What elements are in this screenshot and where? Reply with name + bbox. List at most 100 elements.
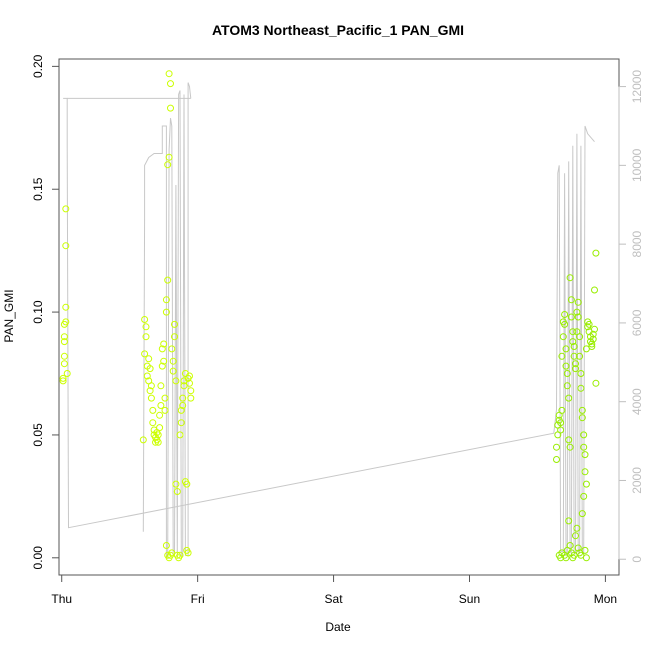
- data-point: [139, 436, 147, 444]
- data-point: [59, 377, 67, 385]
- x-tick-label: Mon: [594, 592, 617, 606]
- data-point: [566, 443, 574, 451]
- y2-tick-label: 0: [630, 556, 644, 563]
- y-axis-label: PAN_GMI: [2, 289, 16, 342]
- data-point: [146, 387, 154, 395]
- data-point: [580, 443, 588, 451]
- data-point: [569, 328, 577, 336]
- data-point: [591, 325, 598, 333]
- points-layer: [59, 70, 600, 562]
- data-point: [577, 384, 585, 392]
- data-point: [567, 313, 575, 321]
- data-point: [142, 323, 150, 331]
- data-point: [162, 542, 170, 549]
- data-point: [573, 524, 581, 532]
- data-point: [62, 303, 70, 311]
- data-point: [141, 350, 149, 358]
- data-point: [142, 333, 150, 341]
- data-point: [165, 70, 173, 78]
- data-point: [177, 419, 185, 427]
- data-point: [173, 488, 181, 495]
- data-point: [573, 308, 581, 316]
- data-point: [553, 456, 560, 463]
- data-point: [167, 104, 174, 112]
- data-point: [162, 308, 170, 316]
- data-point: [149, 419, 157, 427]
- x-tick-label: Fri: [191, 592, 205, 606]
- data-point: [156, 424, 164, 432]
- data-point: [161, 394, 169, 402]
- data-point: [62, 318, 70, 326]
- data-point: [572, 365, 579, 373]
- data-point: [183, 480, 191, 488]
- data-point: [591, 286, 598, 294]
- x-tick-label: Sat: [325, 592, 344, 606]
- data-point: [60, 333, 68, 341]
- y-tick-label: 0.15: [31, 177, 45, 201]
- data-point: [576, 352, 584, 360]
- data-point: [154, 438, 162, 446]
- data-point: [581, 451, 589, 459]
- data-point: [141, 316, 149, 323]
- altitude-line-layer: [63, 82, 595, 558]
- data-point: [578, 510, 586, 518]
- y2-tick-label: 8000: [630, 230, 644, 257]
- altitude-line-1: [63, 97, 595, 556]
- data-point: [143, 372, 151, 380]
- data-point: [553, 443, 560, 451]
- data-point: [582, 480, 590, 488]
- data-point: [171, 320, 178, 328]
- x-axis: Thu Fri Sat Sun Mon: [51, 574, 617, 606]
- data-point: [172, 480, 180, 488]
- data-point: [184, 549, 192, 557]
- data-point: [176, 431, 184, 439]
- chart-title: ATOM3 Northeast_Pacific_1 PAN_GMI: [212, 22, 464, 38]
- y2-axis: 0 2000 4000 6000 8000 10000 12000: [618, 70, 644, 563]
- data-point: [563, 370, 571, 377]
- data-point: [172, 377, 180, 385]
- data-point: [585, 320, 593, 328]
- data-point: [578, 414, 586, 422]
- data-point: [160, 357, 168, 365]
- data-point: [588, 340, 596, 348]
- data-point: [161, 406, 169, 414]
- data-point: [176, 551, 184, 559]
- data-point: [569, 338, 577, 346]
- data-point: [592, 249, 600, 257]
- data-point: [559, 333, 567, 341]
- data-point: [169, 367, 177, 375]
- data-point: [147, 382, 155, 390]
- data-point: [580, 431, 588, 439]
- data-point: [145, 355, 153, 363]
- data-point: [580, 492, 588, 500]
- altitude-line-3: [142, 82, 192, 558]
- data-point: [570, 343, 578, 350]
- data-point: [572, 532, 579, 540]
- data-point: [561, 311, 569, 318]
- data-point: [167, 80, 174, 88]
- data-point: [562, 554, 570, 562]
- data-point: [149, 406, 157, 414]
- x-tick-label: Sun: [459, 592, 480, 606]
- data-point: [557, 419, 565, 427]
- data-point: [565, 517, 573, 525]
- data-point: [171, 333, 178, 341]
- data-point: [574, 544, 582, 552]
- data-point: [179, 394, 187, 402]
- data-point: [578, 406, 586, 414]
- data-point: [592, 379, 600, 387]
- data-point: [154, 431, 162, 439]
- data-point: [179, 402, 187, 409]
- data-point: [582, 554, 590, 562]
- data-point: [574, 313, 582, 321]
- data-point: [164, 276, 172, 284]
- y-tick-label: 0.00: [31, 546, 45, 570]
- data-point: [561, 320, 569, 328]
- data-point: [565, 436, 573, 444]
- data-point: [577, 551, 585, 559]
- data-point: [158, 362, 166, 370]
- data-point: [59, 374, 67, 382]
- data-point: [157, 382, 165, 390]
